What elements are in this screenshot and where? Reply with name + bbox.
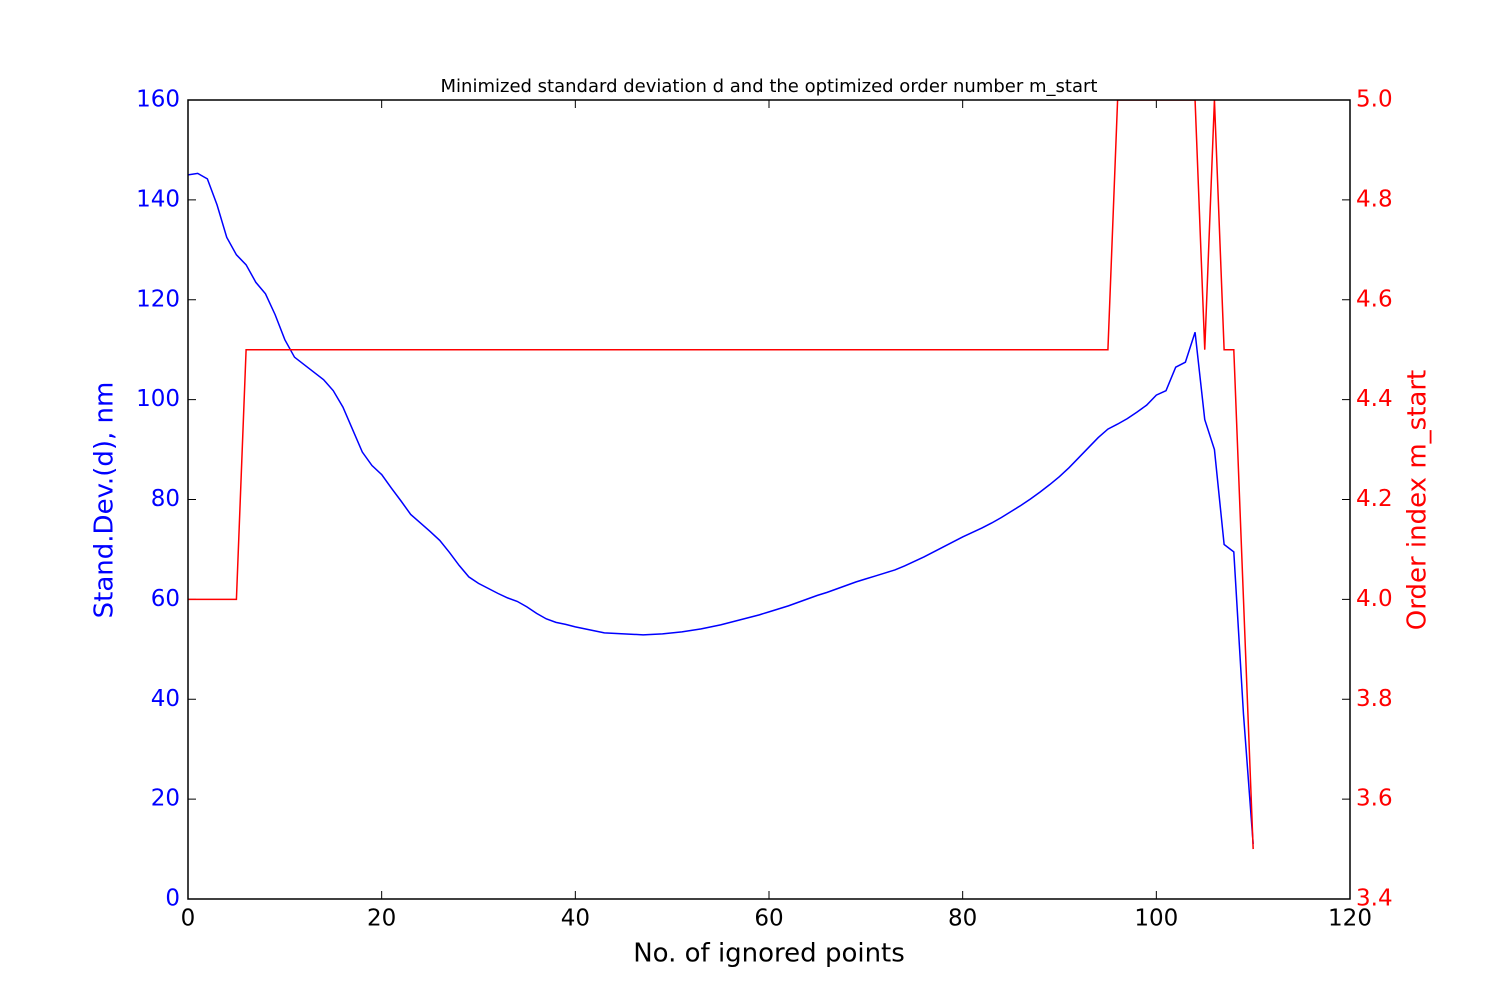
x-tick-label: 60 [754,906,783,932]
x-tick-label: 80 [948,906,977,932]
y2-tick-label: 4.2 [1356,486,1393,512]
data-line [188,172,1254,845]
y-tick-label: 80 [151,486,180,512]
plot-area [188,100,1254,850]
y-tick-label: 100 [136,386,180,412]
x-tick-label: 20 [367,906,396,932]
y-axis-label: Stand.Dev.(d), nm [90,382,120,619]
y2-tick-label: 4.0 [1356,586,1393,612]
y-tick-label: 0 [165,886,180,912]
data-line [188,100,1254,850]
x-tick-label: 0 [181,906,196,932]
y2-tick-label: 4.4 [1356,386,1393,412]
y2-tick-label: 4.8 [1356,186,1393,212]
y-tick-label: 160 [136,87,180,113]
y-tick-label: 120 [136,286,180,312]
y-tick-label: 20 [151,786,180,812]
x-tick-label: 100 [1134,906,1178,932]
y-tick-label: 40 [151,686,180,712]
chart-title: Minimized standard deviation d and the o… [441,76,1098,97]
plot-frame [187,99,1351,900]
y2-axis-label: Order index m_start [1403,370,1433,630]
x-tick-label: 120 [1328,906,1372,932]
y-tick-label: 60 [151,586,180,612]
y2-tick-label: 3.4 [1356,886,1393,912]
y2-tick-label: 4.6 [1356,286,1393,312]
y2-tick-label: 3.6 [1356,786,1393,812]
y-tick-label: 140 [136,186,180,212]
x-tick-label: 40 [561,906,590,932]
y2-tick-label: 3.8 [1356,686,1393,712]
x-axis-label: No. of ignored points [633,939,905,969]
y2-tick-label: 5.0 [1356,87,1393,113]
